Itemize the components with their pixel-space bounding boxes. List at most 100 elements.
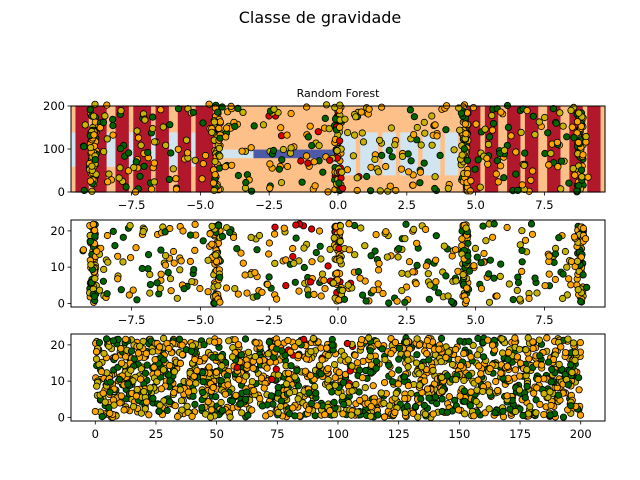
region-cell — [244, 140, 250, 150]
region-cell — [115, 131, 121, 141]
region-cell — [160, 174, 166, 184]
data-point — [393, 297, 401, 305]
data-point — [127, 366, 135, 374]
region-cell — [471, 140, 477, 150]
data-point — [154, 369, 162, 377]
region-cell — [587, 114, 593, 124]
region-cell — [266, 131, 272, 141]
region-cell — [427, 106, 433, 116]
data-point — [563, 291, 571, 299]
data-point — [111, 242, 119, 250]
region-cell — [471, 131, 477, 141]
data-point — [533, 384, 541, 392]
region-cell — [160, 114, 166, 124]
region-cell — [71, 106, 77, 116]
data-point — [221, 163, 229, 171]
region-cell — [591, 106, 597, 116]
data-point — [330, 360, 339, 369]
data-point — [438, 395, 446, 403]
region-cell — [208, 131, 214, 141]
region-cell — [480, 106, 486, 116]
region-cell — [524, 114, 530, 124]
data-point — [358, 129, 366, 137]
data-point — [400, 373, 409, 381]
data-point — [162, 252, 170, 260]
data-point — [136, 172, 144, 180]
data-point — [250, 386, 258, 395]
data-point — [284, 369, 292, 377]
x-tick-label: −5.0 — [186, 198, 214, 212]
region-cell — [186, 140, 192, 150]
data-point — [318, 356, 326, 364]
region-cell — [160, 183, 166, 193]
data-point — [425, 394, 433, 402]
data-point — [196, 284, 204, 293]
region-cell — [284, 183, 290, 193]
region-cell — [547, 166, 553, 176]
region-cell — [111, 166, 117, 176]
data-point — [398, 269, 406, 277]
region-cell — [560, 174, 566, 184]
data-point — [411, 402, 420, 411]
region-cell — [160, 166, 166, 176]
data-point — [295, 338, 303, 346]
data-point — [518, 267, 526, 275]
region-cell — [360, 174, 366, 184]
region-cell — [520, 131, 526, 141]
region-cell — [573, 157, 579, 167]
data-point — [100, 148, 108, 156]
region-cell — [280, 114, 286, 124]
data-point — [300, 244, 308, 252]
region-cell — [435, 157, 441, 167]
region-cell — [173, 157, 179, 167]
region-cell — [164, 183, 170, 193]
region-cell — [524, 123, 530, 133]
data-point — [126, 222, 134, 230]
region-cell — [253, 140, 259, 150]
x-tick-label: 100 — [327, 427, 349, 441]
region-cell — [164, 166, 170, 176]
region-cell — [453, 183, 459, 193]
data-point — [343, 339, 351, 348]
data-point — [438, 373, 446, 381]
data-point — [141, 369, 150, 377]
region-cell — [320, 157, 326, 167]
region-cell — [360, 166, 366, 176]
data-point — [148, 185, 156, 193]
data-point — [488, 341, 497, 349]
data-point — [251, 269, 259, 277]
region-cell — [293, 183, 299, 193]
data-point — [150, 363, 158, 371]
data-point — [173, 294, 181, 302]
data-point — [157, 270, 165, 278]
data-point — [252, 339, 260, 347]
data-point — [136, 342, 144, 350]
data-point — [210, 186, 218, 195]
data-point — [272, 295, 281, 303]
region-cell — [275, 157, 281, 167]
data-point — [117, 392, 126, 400]
data-point — [554, 163, 562, 171]
data-point — [413, 351, 421, 359]
data-point — [497, 108, 505, 116]
data-point — [423, 385, 432, 393]
data-point — [527, 220, 536, 228]
data-point — [371, 155, 379, 164]
region-cell — [551, 123, 557, 133]
data-point — [198, 175, 206, 183]
data-point — [308, 142, 316, 150]
data-point — [497, 260, 505, 268]
data-point — [137, 375, 145, 383]
data-point — [405, 258, 414, 266]
region-cell — [596, 183, 602, 193]
data-point — [305, 389, 313, 397]
region-cell — [217, 157, 223, 167]
data-point — [366, 187, 375, 195]
region-cell — [306, 114, 312, 124]
data-point — [226, 228, 234, 236]
region-cell — [186, 183, 192, 193]
region-cell — [440, 157, 446, 167]
data-point — [311, 382, 319, 391]
region-cell — [173, 114, 179, 124]
data-point — [320, 276, 328, 284]
